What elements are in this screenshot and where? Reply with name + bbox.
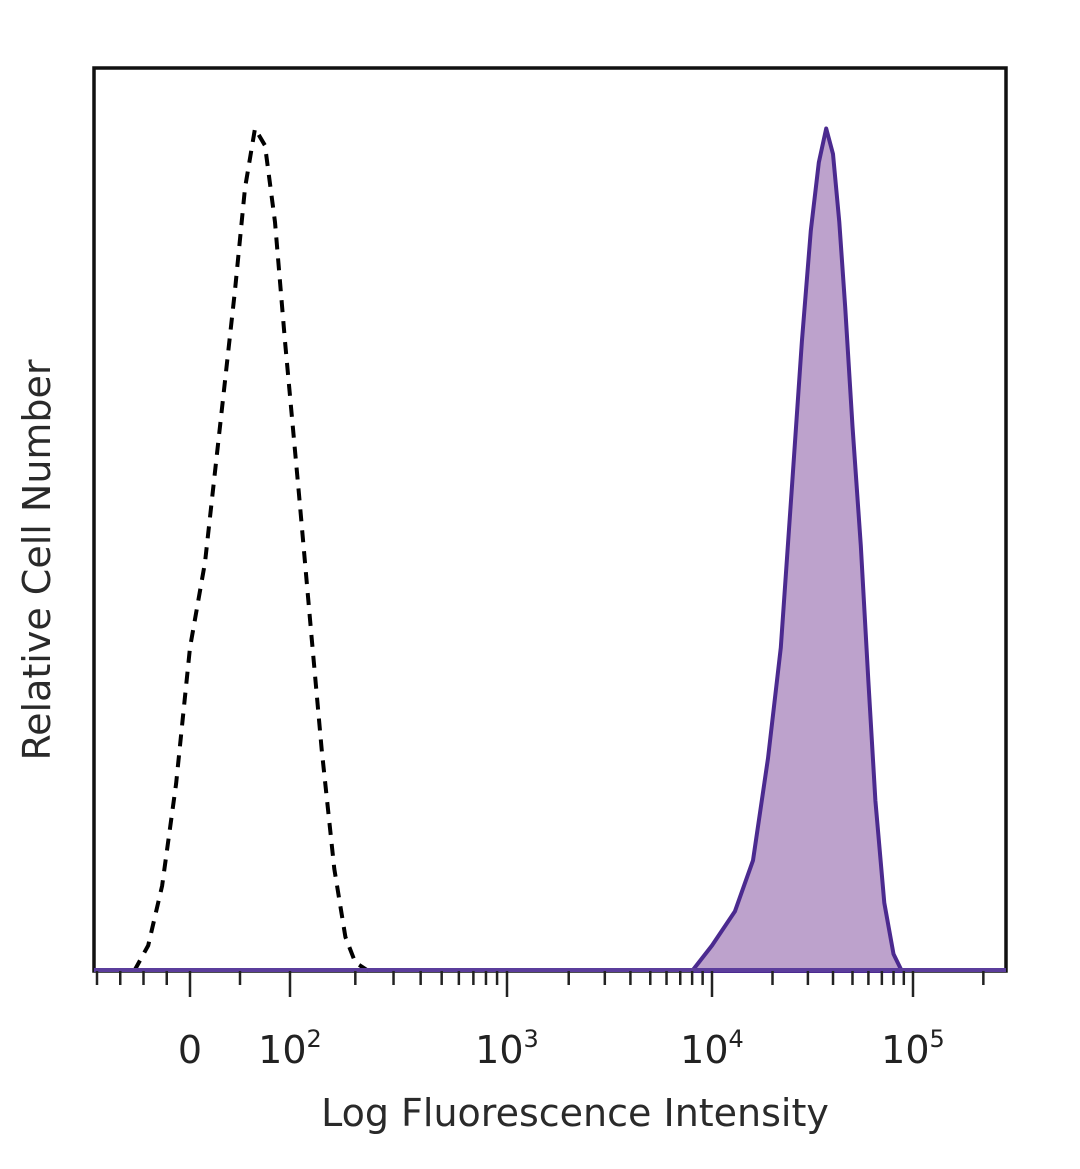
x-tick-label: 104 (680, 1025, 744, 1072)
stained-histogram (690, 126, 904, 973)
x-tick-label: 105 (881, 1025, 945, 1072)
x-tick-label: 102 (258, 1025, 322, 1072)
x-axis-title: Log Fluorescence Intensity (321, 1091, 829, 1135)
x-axis-ticks (95, 971, 985, 997)
x-tick-label: 0 (178, 1028, 202, 1072)
x-tick-label: 103 (475, 1025, 539, 1072)
y-axis-title: Relative Cell Number (15, 359, 59, 760)
series-layer (94, 122, 1006, 973)
x-axis-tick-labels: 0 102 103 104 105 (178, 1025, 945, 1072)
control-histogram (132, 122, 370, 973)
